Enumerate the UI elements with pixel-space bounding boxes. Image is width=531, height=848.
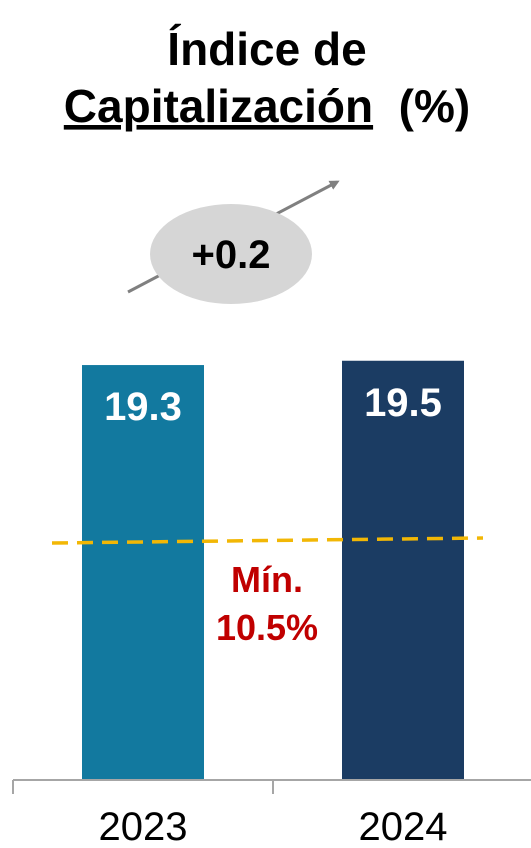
bar-2024 xyxy=(342,360,464,780)
minimum-label-line2: 10.5% xyxy=(216,607,318,648)
minimum-dashed-line xyxy=(51,536,484,545)
chart-title-line1: Índice de xyxy=(167,23,366,75)
chart-title-underlined: Capitalización xyxy=(64,80,373,132)
change-bubble xyxy=(150,204,312,304)
x-tick-label-2023: 2023 xyxy=(99,805,188,848)
bar-2023 xyxy=(82,365,204,780)
chart-title-line2: Capitalización (%) xyxy=(64,80,470,132)
x-tick-labels-group: 2023 2024 xyxy=(99,805,448,848)
bar-value-label-2024: 19.5 xyxy=(364,381,442,425)
chart-title-suffix: (%) xyxy=(386,80,470,132)
bars-group: 19.3 19.5 xyxy=(82,360,464,780)
minimum-label-line1: Mín. xyxy=(231,559,303,600)
x-tick-label-2024: 2024 xyxy=(359,805,448,848)
bar-value-label-2023: 19.3 xyxy=(104,385,182,429)
change-label: +0.2 xyxy=(192,233,271,277)
